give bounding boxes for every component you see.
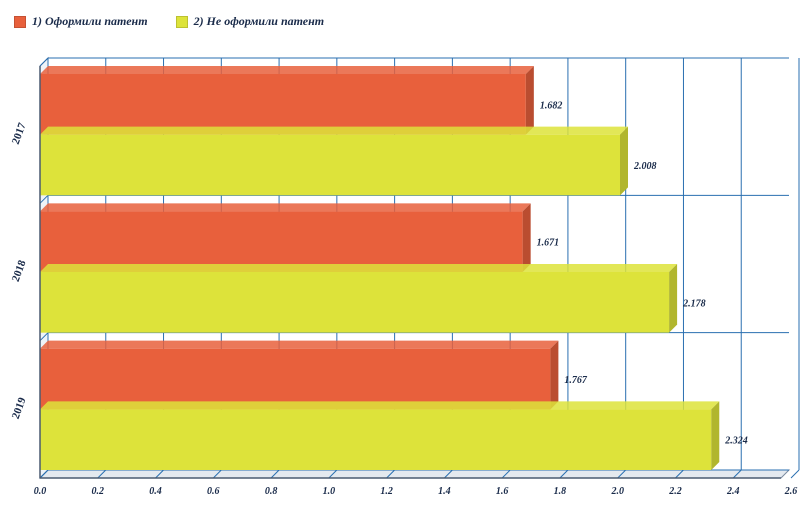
data-label: 1.671: [537, 238, 560, 249]
grid-line-floor: [732, 469, 742, 479]
x-tick-label: 0.2: [92, 486, 105, 497]
legend-item-patent: 1) Оформили патент: [14, 14, 148, 29]
legend: 1) Оформили патент 2) Не оформили патент: [14, 14, 324, 29]
x-tick-label: 1.2: [380, 486, 393, 497]
group-separator: [39, 57, 49, 67]
x-tick-label: 2.4: [726, 486, 740, 497]
bar-top: [40, 126, 629, 135]
bar-side: [525, 66, 534, 135]
x-tick-label: 2.6: [784, 486, 798, 497]
bar-top: [40, 401, 720, 410]
group-separator: [39, 469, 49, 479]
legend-item-no-patent: 2) Не оформили патент: [175, 14, 325, 29]
bar: [40, 272, 670, 333]
x-tick-label: 1.8: [554, 486, 567, 497]
legend-swatch-no-patent: [175, 15, 188, 28]
grid-line-floor: [617, 469, 627, 479]
x-tick-label: 0.0: [34, 486, 47, 497]
grid-line-floor: [790, 469, 800, 479]
group-separator: [39, 332, 49, 342]
grid-line-floor: [155, 469, 164, 479]
grid-line-floor: [444, 469, 453, 479]
x-tick-label: 2.0: [610, 486, 624, 497]
x-tick-label: 1.4: [438, 486, 451, 497]
bar-side: [550, 340, 559, 410]
bar: [40, 74, 526, 135]
grid-line-floor: [97, 469, 107, 479]
bar-side: [669, 264, 678, 333]
legend-swatch-patent: [14, 15, 26, 28]
grid-line-floor: [270, 469, 280, 479]
x-tick-label: 2.2: [668, 486, 682, 497]
grid-line-floor: [675, 469, 684, 479]
bar-side: [620, 126, 629, 196]
data-label: 1.767: [564, 375, 588, 386]
group-separator: [39, 194, 49, 204]
bar-top: [40, 340, 559, 349]
data-label: 2.008: [633, 161, 657, 172]
grid-line-floor: [328, 469, 338, 479]
legend-label-patent: 1) Оформили патент: [32, 14, 148, 28]
bar: [40, 211, 523, 272]
x-tick-label: 1.0: [323, 486, 336, 497]
legend-label-no-patent: 2) Не оформили патент: [193, 14, 325, 28]
y-category-label: 2018: [10, 258, 29, 283]
y-category-label: 2019: [10, 395, 29, 420]
bar: [40, 134, 621, 196]
bar-side: [711, 401, 720, 470]
bar-top: [40, 66, 534, 74]
data-label: 2.178: [682, 298, 706, 309]
x-tick-label: 1.6: [496, 486, 509, 497]
bar: [40, 348, 551, 410]
data-label: 2.324: [724, 436, 748, 447]
x-tick-label: 0.6: [207, 486, 220, 497]
bar-top: [40, 264, 678, 272]
grid-line-floor: [386, 469, 395, 479]
grid-line-floor: [212, 469, 222, 479]
bar-side: [522, 203, 531, 272]
grid-line-floor: [559, 469, 569, 479]
x-tick-label: 0.4: [149, 486, 162, 497]
bar-top: [40, 203, 531, 212]
y-category-label: 2017: [10, 121, 29, 146]
x-tick-label: 0.8: [265, 486, 278, 497]
grid-line-floor: [501, 469, 511, 479]
bar: [40, 409, 712, 470]
data-label: 1.682: [540, 100, 563, 111]
